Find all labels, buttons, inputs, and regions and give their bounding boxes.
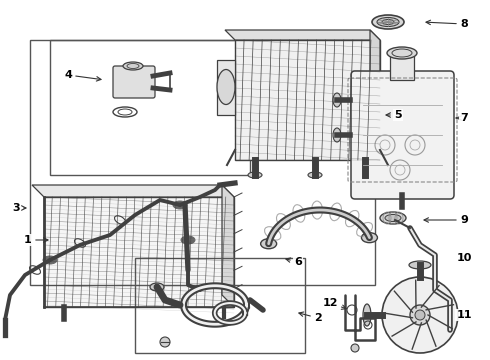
Ellipse shape	[358, 172, 372, 178]
Text: 7: 7	[456, 113, 468, 123]
Text: 6: 6	[286, 257, 302, 267]
Text: 2: 2	[299, 312, 322, 323]
Text: 9: 9	[424, 215, 468, 225]
Bar	[44, 197, 234, 307]
Text: 12: 12	[322, 298, 346, 309]
Ellipse shape	[333, 128, 341, 142]
Polygon shape	[225, 30, 380, 40]
Text: 10: 10	[456, 253, 472, 263]
Ellipse shape	[333, 93, 341, 107]
Polygon shape	[32, 185, 234, 197]
Ellipse shape	[43, 256, 57, 264]
Text: 8: 8	[426, 19, 468, 29]
Ellipse shape	[248, 172, 262, 178]
Polygon shape	[370, 30, 380, 160]
Ellipse shape	[261, 239, 277, 249]
Bar	[135, 258, 305, 353]
Circle shape	[415, 310, 425, 320]
Ellipse shape	[181, 236, 195, 244]
Bar	[390, 55, 414, 80]
Ellipse shape	[308, 172, 322, 178]
Circle shape	[351, 344, 359, 352]
Ellipse shape	[380, 212, 406, 224]
Ellipse shape	[409, 261, 431, 269]
Ellipse shape	[217, 69, 235, 104]
FancyBboxPatch shape	[113, 66, 155, 98]
Bar	[235, 40, 380, 160]
Circle shape	[410, 305, 430, 325]
Ellipse shape	[377, 18, 399, 27]
Circle shape	[160, 337, 170, 347]
Circle shape	[382, 277, 458, 353]
Text: 3: 3	[12, 203, 26, 213]
Text: 1: 1	[24, 235, 48, 245]
Ellipse shape	[387, 47, 417, 59]
Text: 5: 5	[386, 110, 402, 120]
Ellipse shape	[150, 283, 164, 291]
Bar	[50, 40, 250, 175]
Polygon shape	[222, 185, 234, 307]
FancyBboxPatch shape	[351, 71, 454, 199]
Bar	[217, 60, 235, 115]
Ellipse shape	[363, 304, 371, 326]
Text: 4: 4	[64, 70, 101, 81]
Ellipse shape	[362, 233, 377, 243]
Ellipse shape	[385, 215, 401, 221]
Ellipse shape	[372, 15, 404, 29]
Ellipse shape	[123, 62, 143, 70]
Text: 11: 11	[456, 310, 472, 320]
Ellipse shape	[173, 201, 187, 209]
Bar	[30, 40, 375, 285]
